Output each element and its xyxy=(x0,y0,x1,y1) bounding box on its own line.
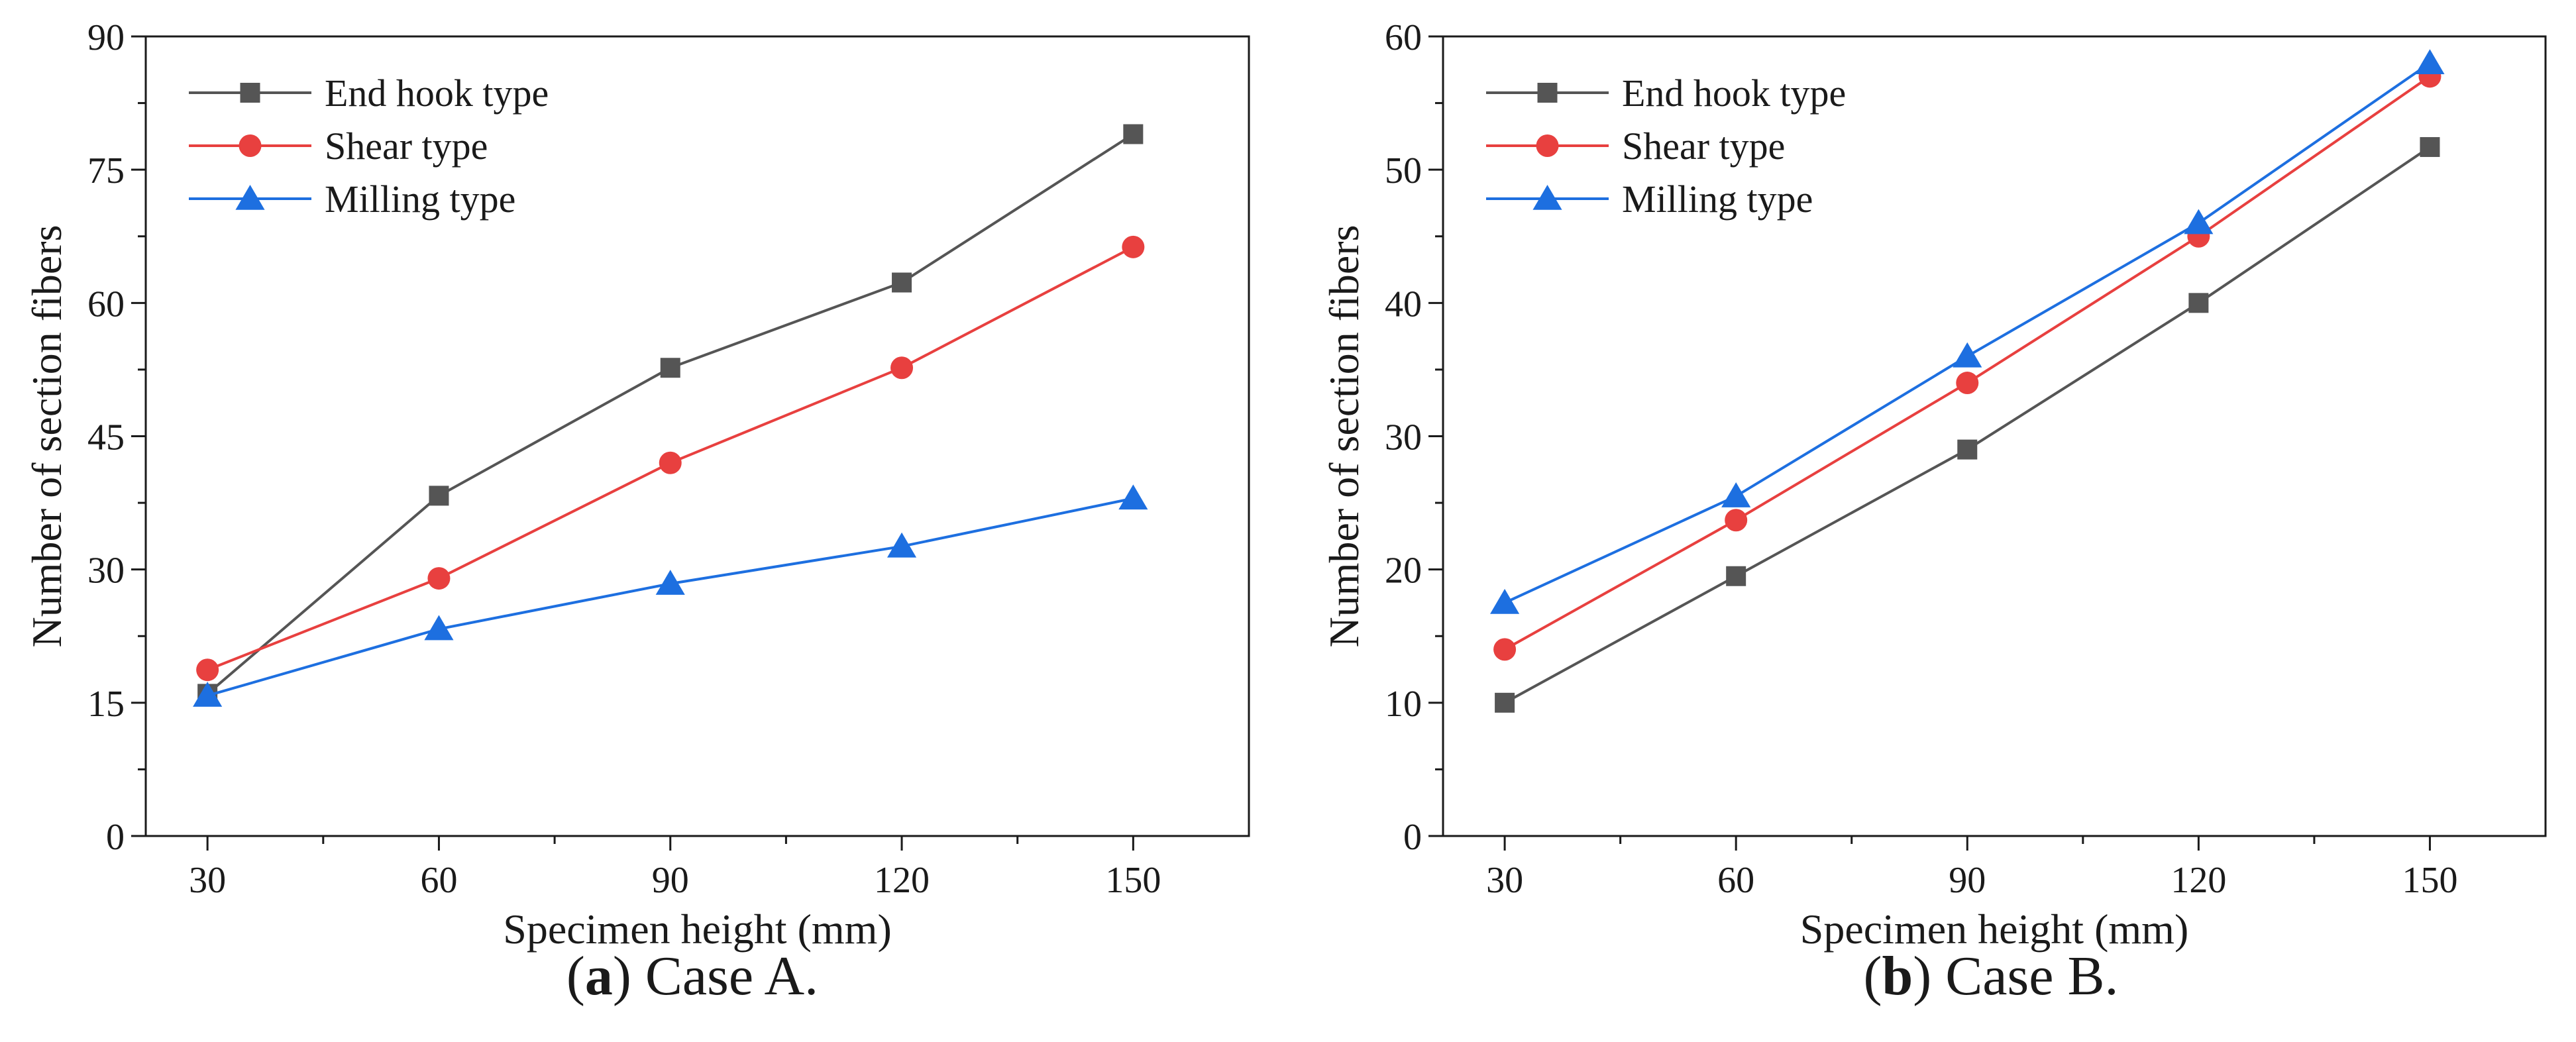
legend-label: End hook type xyxy=(1622,72,1846,115)
y-axis-label: Number of section fibers xyxy=(1320,225,1368,647)
y-tick-label: 45 xyxy=(87,417,125,458)
y-tick-label: 60 xyxy=(1385,17,1422,58)
y-tick-label: 15 xyxy=(87,684,125,725)
data-point xyxy=(424,615,454,641)
caption-b-text: Case B. xyxy=(1945,945,2119,1007)
data-point xyxy=(196,658,219,682)
data-point xyxy=(1725,509,1748,532)
legend-label: Milling type xyxy=(325,178,515,221)
legend-entry-shear-type: Shear type xyxy=(1486,125,1785,168)
data-point xyxy=(1118,484,1148,510)
data-point xyxy=(1957,439,1978,460)
caption-a-letter: a xyxy=(584,945,613,1007)
data-point xyxy=(886,532,917,558)
series-line xyxy=(1504,146,2431,704)
data-point xyxy=(193,682,223,707)
caption-b: (b) Case B. xyxy=(1863,945,2119,1007)
x-tick-label: 30 xyxy=(189,860,226,901)
y-tick-label: 75 xyxy=(87,150,125,191)
series-milling-type xyxy=(1490,49,2445,614)
data-point xyxy=(1956,372,1979,395)
data-point xyxy=(1495,692,1515,713)
x-axis-label: Specimen height (mm) xyxy=(503,906,892,953)
y-tick-label: 30 xyxy=(87,550,125,592)
legend-marker xyxy=(1537,83,1558,103)
data-point xyxy=(659,451,682,474)
x-tick-label: 120 xyxy=(2171,860,2226,901)
data-point xyxy=(1721,482,1751,507)
legend-marker xyxy=(1532,185,1562,210)
data-point xyxy=(2415,49,2445,75)
data-point xyxy=(1123,124,1144,144)
y-tick-label: 60 xyxy=(87,284,125,325)
series-end-hook-type xyxy=(1495,136,2440,713)
legend-entry-end-hook-type: End hook type xyxy=(1486,72,1846,115)
data-point xyxy=(890,356,914,380)
series-shear-type xyxy=(196,235,1145,682)
x-tick-label: 60 xyxy=(1717,860,1754,901)
legend-label: End hook type xyxy=(325,72,549,115)
caption-a-text: Case A. xyxy=(645,945,819,1007)
legend-label: Shear type xyxy=(325,125,488,168)
data-point xyxy=(429,486,449,506)
data-point xyxy=(655,570,685,595)
plot-frame xyxy=(1442,35,2547,837)
x-tick-label: 90 xyxy=(1949,860,1986,901)
x-tick-label: 30 xyxy=(1486,860,1523,901)
x-axis-label: Specimen height (mm) xyxy=(1800,906,2189,953)
x-tick-label: 90 xyxy=(652,860,689,901)
legend-label: Milling type xyxy=(1622,178,1813,221)
data-point xyxy=(1726,566,1746,586)
caption-a: (a) Case A. xyxy=(566,945,819,1007)
data-point xyxy=(2184,209,2214,234)
y-tick-label: 50 xyxy=(1385,150,1422,191)
data-point xyxy=(2420,136,2440,157)
y-tick-label: 0 xyxy=(106,817,125,858)
legend-marker xyxy=(1536,134,1559,157)
plot-frame xyxy=(144,35,1250,837)
data-point xyxy=(1122,235,1145,258)
legend-marker xyxy=(235,185,265,210)
data-point xyxy=(2188,293,2209,313)
legend-entry-end-hook-type: End hook type xyxy=(189,72,549,115)
legend-entry-milling-type: Milling type xyxy=(189,178,515,221)
x-tick-label: 120 xyxy=(874,860,930,901)
y-tick-label: 0 xyxy=(1403,817,1422,858)
data-point xyxy=(892,272,912,293)
legend-marker xyxy=(240,83,260,103)
caption-b-letter: b xyxy=(1882,945,1913,1007)
y-tick-label: 10 xyxy=(1385,684,1422,725)
y-tick-label: 40 xyxy=(1385,284,1422,325)
y-tick-label: 90 xyxy=(87,17,125,58)
series-line xyxy=(207,497,1134,698)
y-tick-label: 20 xyxy=(1385,550,1422,592)
y-tick-label: 30 xyxy=(1385,417,1422,458)
series-milling-type xyxy=(193,484,1148,707)
x-tick-label: 150 xyxy=(1105,860,1161,901)
legend-entry-shear-type: Shear type xyxy=(189,125,488,168)
data-point xyxy=(1490,588,1520,614)
x-tick-label: 60 xyxy=(420,860,457,901)
chart-panel-b: 0 10 20 30 40 50 60 30 60 90 120 150 Specimen height… xyxy=(1320,17,2547,953)
data-point xyxy=(660,358,680,378)
data-point xyxy=(427,567,451,590)
x-tick-label: 150 xyxy=(2402,860,2457,901)
legend-marker xyxy=(239,134,262,157)
data-point xyxy=(1493,638,1517,661)
data-point xyxy=(1953,342,1982,368)
y-axis-label: Number of section fibers xyxy=(23,225,70,647)
legend-label: Shear type xyxy=(1622,125,1785,168)
legend-entry-milling-type: Milling type xyxy=(1486,178,1813,221)
chart-panel-a: 0 15 30 45 60 75 90 30 60 90 120 150 Specimen height… xyxy=(23,17,1250,953)
